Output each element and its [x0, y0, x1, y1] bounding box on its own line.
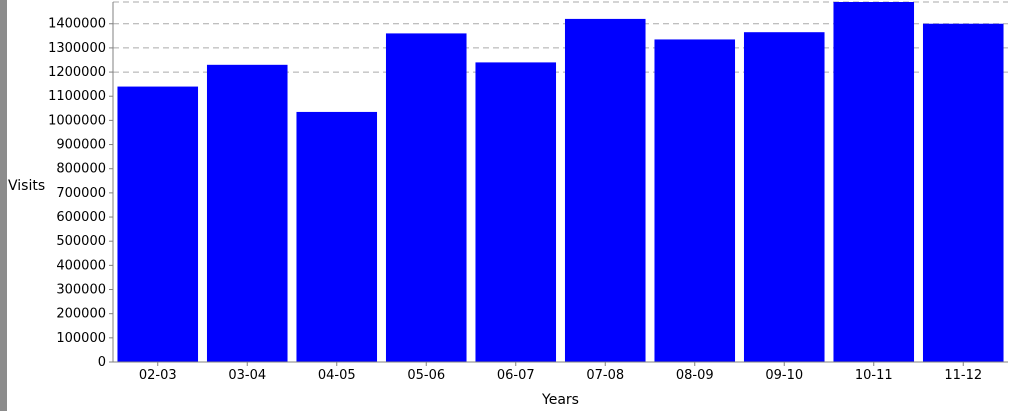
y-tick-label: 500000 [56, 234, 106, 249]
x-tick-labels: 02-03 03-04 04-05 05-06 06-07 07-08 08-09 09-10… [139, 362, 982, 383]
y-tick-label: 100000 [56, 331, 106, 346]
x-tick-label: 03-04 [228, 368, 266, 383]
bar-08-09 [654, 39, 736, 362]
x-tick-label: 11-12 [944, 368, 982, 383]
x-tick-label: 10-11 [855, 368, 893, 383]
y-tick-label: 700000 [56, 186, 106, 201]
bar-04-05 [296, 111, 378, 362]
y-tick-label: 900000 [56, 138, 106, 153]
x-tick-label: 08-09 [676, 368, 714, 383]
y-tick-label: 400000 [56, 258, 106, 273]
y-tick-label: 1100000 [48, 89, 106, 104]
y-tick-label: 1000000 [48, 113, 106, 128]
x-axis-title: Years [541, 392, 579, 408]
x-tick-label: 04-05 [318, 368, 356, 383]
x-tick-label: 02-03 [139, 368, 177, 383]
bar-09-10 [743, 32, 825, 362]
bar-05-06 [385, 33, 467, 363]
x-tick-label: 09-10 [765, 368, 803, 383]
bars [117, 2, 1004, 363]
x-tick-label: 06-07 [497, 368, 535, 383]
y-tick-label: 300000 [56, 283, 106, 298]
y-tick-label: 800000 [56, 162, 106, 177]
bar-06-07 [475, 62, 557, 363]
y-tick-label: 1400000 [48, 17, 106, 32]
bar-10-11 [833, 2, 915, 362]
y-tick-labels: 0 100000 200000 300000 400000 500000 600000 700… [48, 17, 113, 370]
y-tick-label: 200000 [56, 307, 106, 322]
y-tick-label: 1200000 [48, 65, 106, 80]
bar-07-08 [564, 18, 646, 363]
window-edge-strip [0, 0, 7, 411]
bar-02-03 [117, 86, 199, 363]
x-tick-label: 05-06 [407, 368, 445, 383]
y-tick-label: 1300000 [48, 41, 106, 56]
y-tick-label: 0 [98, 355, 106, 370]
x-tick-label: 07-08 [586, 368, 624, 383]
bar-11-12 [922, 23, 1004, 363]
bar-03-04 [206, 64, 288, 363]
y-tick-label: 600000 [56, 210, 106, 225]
y-axis-title: Visits [8, 178, 45, 194]
axes [112, 2, 1008, 363]
